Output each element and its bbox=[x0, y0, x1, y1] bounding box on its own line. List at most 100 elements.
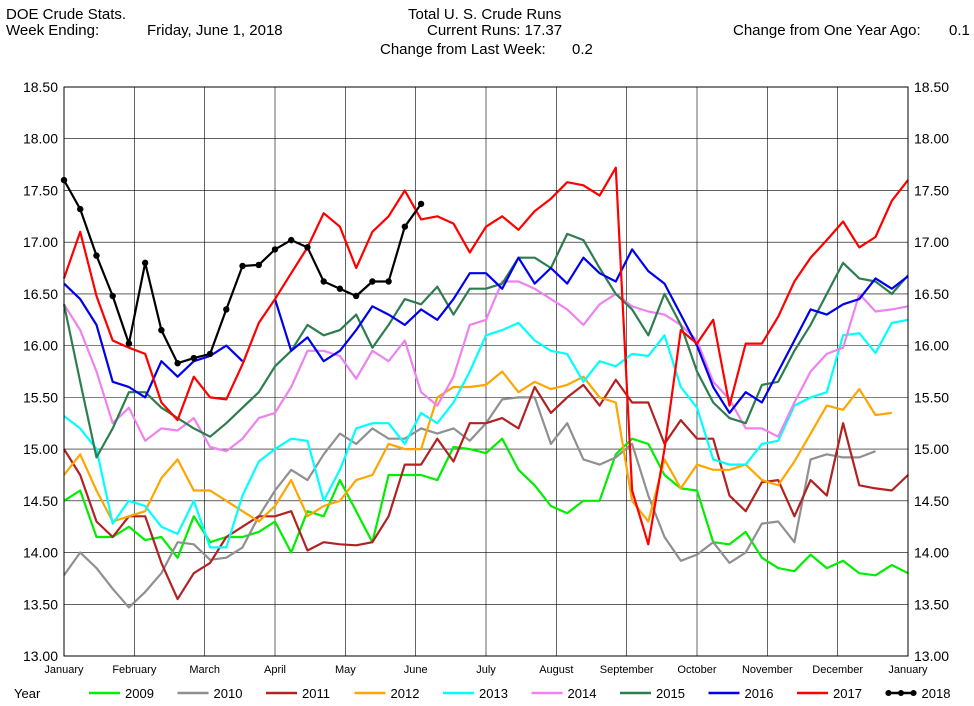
chart-grid bbox=[64, 86, 908, 657]
y-tick-label-left: 14.50 bbox=[23, 493, 58, 509]
chart-title: Total U. S. Crude Runs bbox=[408, 6, 562, 23]
legend-item-2009: 2009 bbox=[89, 686, 154, 701]
x-tick-label: February bbox=[112, 664, 157, 676]
data-point-2018 bbox=[271, 246, 279, 253]
legend-marker bbox=[898, 690, 904, 696]
data-point-2018 bbox=[125, 340, 133, 347]
legend-label: 2012 bbox=[391, 686, 420, 701]
legend-label: 2014 bbox=[568, 686, 597, 701]
series-line-2010 bbox=[63, 396, 876, 609]
data-point-2018 bbox=[304, 244, 311, 251]
data-point-2018 bbox=[77, 205, 84, 213]
change-last-week-label: Change from Last Week: bbox=[380, 41, 546, 58]
legend-item-2013: 2013 bbox=[443, 686, 508, 701]
current-runs: Current Runs: 17.37 bbox=[427, 22, 563, 39]
y-tick-label-left: 13.00 bbox=[23, 648, 58, 664]
y-tick-label-right: 17.00 bbox=[914, 234, 949, 250]
legend-item-2017: 2017 bbox=[797, 686, 862, 701]
series-line-2015 bbox=[62, 232, 909, 459]
series-2013 bbox=[63, 318, 909, 549]
legend-label: 2010 bbox=[214, 686, 243, 701]
x-tick-label: January bbox=[44, 664, 84, 676]
series-line-2014 bbox=[63, 280, 909, 453]
legend-item-2011: 2011 bbox=[266, 686, 330, 701]
legend-item-2014: 2014 bbox=[531, 686, 597, 701]
y-axis-left: 13.00 13.50 14.00 14.50 15.00 15.50 16.00 16.50… bbox=[23, 79, 58, 664]
data-point-2018 bbox=[109, 292, 116, 300]
data-point-2018 bbox=[190, 354, 198, 362]
x-tick-label: January bbox=[888, 664, 928, 676]
y-tick-label-right: 14.50 bbox=[914, 493, 949, 509]
data-point-2018 bbox=[385, 278, 392, 285]
x-tick-label: July bbox=[476, 664, 496, 676]
legend-marker bbox=[885, 690, 892, 696]
legend-item-2012: 2012 bbox=[354, 686, 420, 701]
series-line-2017 bbox=[62, 166, 909, 546]
legend-title: Year bbox=[14, 686, 41, 701]
y-tick-label-left: 15.50 bbox=[23, 389, 58, 405]
y-tick-label-right: 16.00 bbox=[914, 338, 949, 354]
series-2017 bbox=[62, 166, 909, 546]
data-point-2018 bbox=[369, 278, 376, 285]
data-point-2018 bbox=[174, 360, 181, 367]
y-tick-label-left: 18.50 bbox=[23, 79, 58, 95]
data-point-2018 bbox=[401, 223, 409, 230]
legend-label: 2013 bbox=[479, 686, 508, 701]
x-tick-label: August bbox=[539, 664, 573, 676]
series-2014 bbox=[63, 280, 909, 453]
legend-label: 2009 bbox=[125, 686, 154, 701]
x-tick-label: October bbox=[677, 664, 716, 676]
legend-marker bbox=[910, 690, 917, 696]
legend-item-2010: 2010 bbox=[177, 686, 243, 701]
y-tick-label-left: 15.00 bbox=[23, 441, 58, 457]
source-label: DOE Crude Stats. bbox=[6, 6, 127, 23]
series-2015 bbox=[62, 232, 909, 459]
y-tick-label-right: 14.00 bbox=[914, 545, 949, 561]
x-tick-label: May bbox=[335, 664, 356, 676]
y-tick-label-right: 17.50 bbox=[914, 182, 949, 198]
y-tick-label-left: 16.00 bbox=[23, 338, 58, 354]
chart-series bbox=[60, 166, 909, 609]
legend-item-2015: 2015 bbox=[620, 686, 685, 701]
series-2012 bbox=[63, 370, 892, 523]
legend-item-2018: 2018 bbox=[885, 686, 951, 701]
series-2018 bbox=[60, 176, 425, 367]
x-tick-label: September bbox=[600, 664, 654, 676]
y-tick-label-left: 16.50 bbox=[23, 286, 58, 302]
series-2010 bbox=[63, 396, 876, 609]
data-point-2018 bbox=[352, 292, 360, 300]
data-point-2018 bbox=[336, 285, 344, 292]
y-tick-label-right: 18.00 bbox=[914, 131, 949, 147]
x-axis: January February March April May June July Augu… bbox=[44, 664, 928, 676]
x-tick-label: April bbox=[264, 664, 286, 676]
y-tick-label-left: 18.00 bbox=[23, 131, 58, 147]
change-year-label: Change from One Year Ago: bbox=[733, 22, 921, 39]
y-tick-label-left: 13.50 bbox=[23, 596, 58, 612]
data-point-2018 bbox=[239, 262, 246, 270]
x-tick-label: November bbox=[742, 664, 793, 676]
legend-item-2016: 2016 bbox=[708, 686, 774, 701]
x-tick-label: June bbox=[404, 664, 428, 676]
legend-label: 2017 bbox=[833, 686, 862, 701]
y-tick-label-right: 15.00 bbox=[914, 441, 949, 457]
data-point-2018 bbox=[255, 261, 262, 269]
y-tick-label-right: 13.50 bbox=[914, 596, 949, 612]
y-tick-label-left: 17.50 bbox=[23, 182, 58, 198]
legend-label: 2016 bbox=[745, 686, 774, 701]
y-axis-right: 13.00 13.50 14.00 14.50 15.00 15.50 16.00 16.50… bbox=[914, 79, 949, 664]
data-point-2018 bbox=[320, 278, 327, 285]
y-tick-label-right: 16.50 bbox=[914, 286, 949, 302]
series-line-2013 bbox=[63, 318, 909, 549]
week-ending-date: Friday, June 1, 2018 bbox=[147, 22, 283, 39]
x-tick-label: March bbox=[189, 664, 220, 676]
data-point-2018 bbox=[158, 326, 165, 334]
legend-label: 2018 bbox=[922, 686, 951, 701]
data-point-2018 bbox=[206, 350, 214, 358]
week-ending-label: Week Ending: bbox=[6, 22, 100, 39]
series-line-2012 bbox=[63, 370, 892, 523]
change-year-value: 0.1 bbox=[949, 22, 970, 39]
change-last-week-value: 0.2 bbox=[572, 41, 593, 58]
x-tick-label: December bbox=[812, 664, 863, 676]
y-tick-label-left: 14.00 bbox=[23, 545, 58, 561]
plot-frame bbox=[63, 86, 909, 657]
